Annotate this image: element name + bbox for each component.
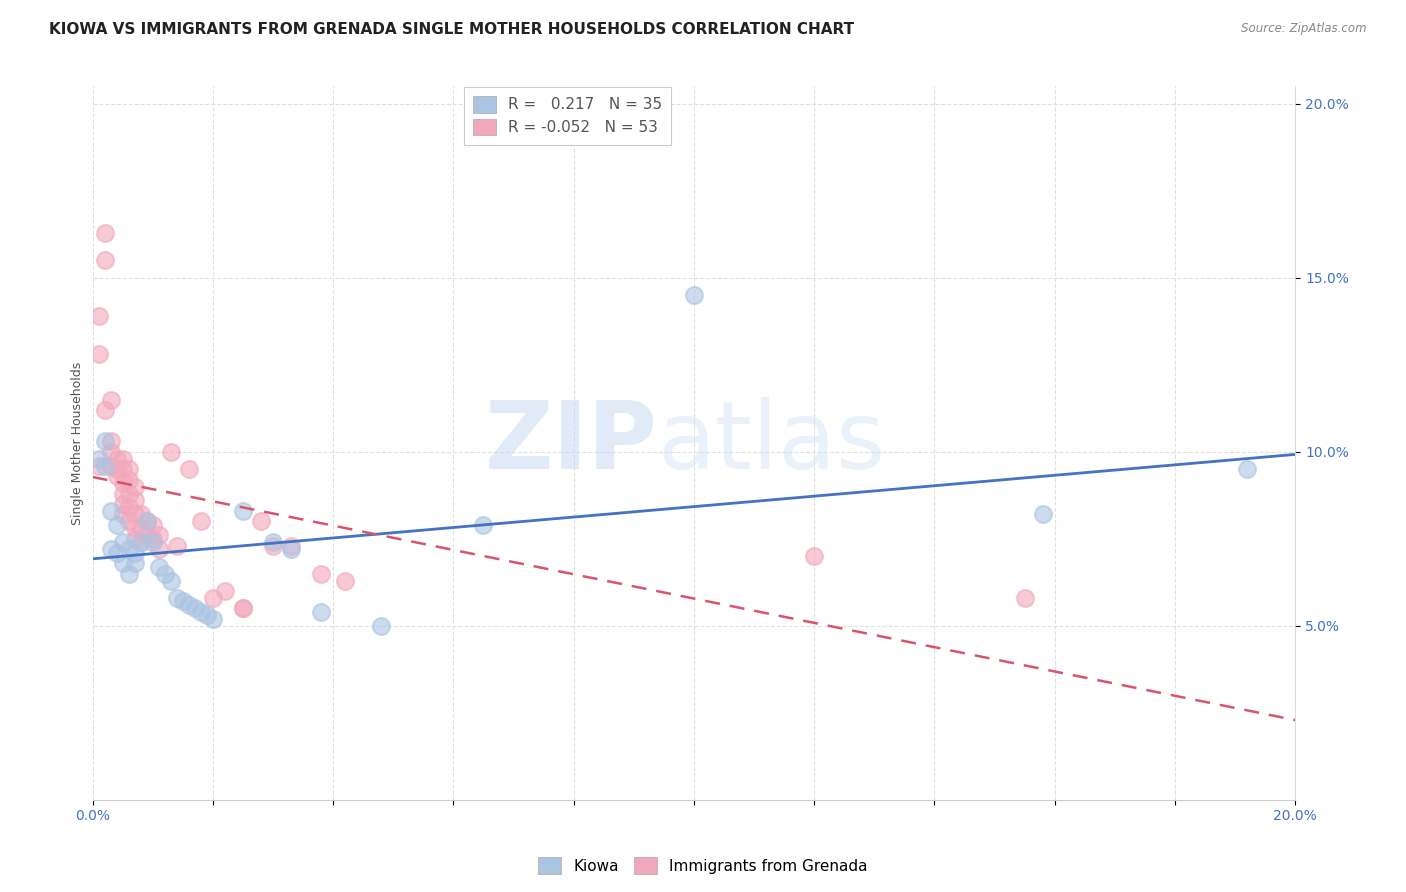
Point [129,535,152,549]
Point [111,451,134,466]
Point [124,532,146,546]
Point [177,598,200,612]
Point [87,309,110,323]
Point [262,535,284,549]
Point [201,591,224,605]
Point [111,462,134,476]
Point [309,605,332,619]
Point [142,535,165,549]
Point [118,473,141,487]
Point [100,458,122,473]
Point [111,476,134,491]
Point [1014,591,1036,605]
Point [683,288,706,302]
Point [159,444,181,458]
Point [105,517,128,532]
Point [93,253,115,268]
Point [201,612,224,626]
Point [262,539,284,553]
Point [93,226,115,240]
Point [214,584,236,599]
Point [87,347,110,361]
Point [232,504,254,518]
Point [166,539,188,553]
Point [118,542,141,557]
Point [472,517,495,532]
Point [803,549,825,563]
Point [124,521,146,535]
Point [111,535,134,549]
Point [280,542,302,557]
Point [105,546,128,560]
Point [142,532,165,546]
Point [118,500,141,515]
Point [190,605,212,619]
Point [166,591,188,605]
Point [153,566,176,581]
Point [190,514,212,528]
Point [124,479,146,493]
Point [159,574,181,588]
Point [100,504,122,518]
Point [333,574,356,588]
Point [309,566,332,581]
Point [93,434,115,449]
Point [100,542,122,557]
Point [1236,462,1258,476]
Point [105,451,128,466]
Point [124,546,146,560]
Point [370,619,392,633]
Legend: Kiowa, Immigrants from Grenada: Kiowa, Immigrants from Grenada [531,851,875,880]
Text: KIOWA VS IMMIGRANTS FROM GRENADA SINGLE MOTHER HOUSEHOLDS CORRELATION CHART: KIOWA VS IMMIGRANTS FROM GRENADA SINGLE … [49,22,855,37]
Text: ZIP: ZIP [485,397,658,489]
Point [118,514,141,528]
Point [118,566,141,581]
Point [118,486,141,500]
Point [105,462,128,476]
Point [124,493,146,508]
Text: Source: ZipAtlas.com: Source: ZipAtlas.com [1241,22,1367,36]
Point [111,556,134,570]
Text: atlas: atlas [658,397,886,489]
Point [232,601,254,615]
Point [135,528,157,542]
Point [100,444,122,458]
Point [195,608,218,623]
Point [280,539,302,553]
Point [111,508,134,522]
Point [105,469,128,483]
Point [184,601,207,615]
Point [100,434,122,449]
Point [232,601,254,615]
Legend: R =   0.217   N = 35, R = -0.052   N = 53: R = 0.217 N = 35, R = -0.052 N = 53 [464,87,672,145]
Point [111,497,134,511]
Point [142,517,165,532]
Point [129,521,152,535]
Point [135,514,157,528]
Point [148,559,170,574]
Point [1032,508,1054,522]
Point [135,514,157,528]
Point [148,542,170,557]
Point [129,508,152,522]
Point [250,514,273,528]
Point [124,556,146,570]
Y-axis label: Single Mother Households: Single Mother Households [72,361,84,524]
Point [87,458,110,473]
Point [93,403,115,417]
Point [100,392,122,407]
Point [129,535,152,549]
Point [87,451,110,466]
Point [177,462,200,476]
Point [148,528,170,542]
Point [111,486,134,500]
Point [93,458,115,473]
Point [118,462,141,476]
Point [172,594,194,608]
Point [124,508,146,522]
